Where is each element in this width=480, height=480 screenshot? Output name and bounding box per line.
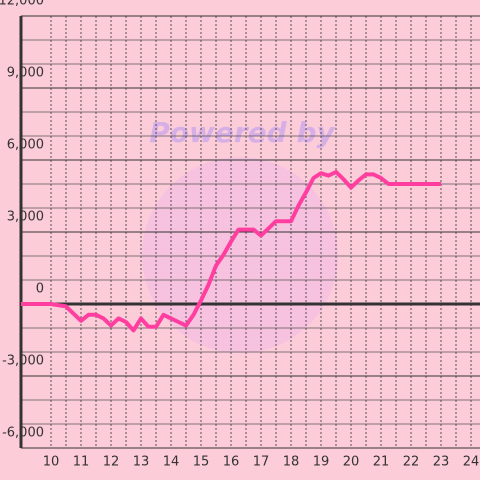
x-tick-label: 22: [403, 455, 420, 470]
y-tick-label: -3,000: [2, 354, 44, 369]
y-tick-label: 6,000: [7, 138, 44, 153]
x-tick-label: 21: [373, 455, 390, 470]
y-tick-label: 9,000: [7, 66, 44, 81]
x-tick-label: 15: [193, 455, 210, 470]
x-tick-label: 23: [433, 455, 450, 470]
x-tick-label: 13: [133, 455, 150, 470]
x-tick-label: 18: [283, 455, 300, 470]
y-tick-label: 0: [36, 282, 44, 297]
line: [21, 170, 441, 333]
x-tick-label: 12: [103, 455, 120, 470]
watermark: Powered by: [149, 116, 336, 149]
y-tick-label: 12,000: [0, 0, 44, 9]
x-tick-label: 10: [43, 455, 60, 470]
x-tick-label: 24: [463, 455, 480, 470]
y-tick-label: 3,000: [7, 210, 44, 225]
x-tick-label: 19: [313, 455, 330, 470]
x-tick-label: 20: [343, 455, 360, 470]
x-tick-label: 14: [163, 455, 180, 470]
x-tick-label: 17: [253, 455, 270, 470]
y-tick-label: -6,000: [2, 426, 44, 441]
x-tick-label: 16: [223, 455, 240, 470]
x-tick-label: 11: [73, 455, 90, 470]
